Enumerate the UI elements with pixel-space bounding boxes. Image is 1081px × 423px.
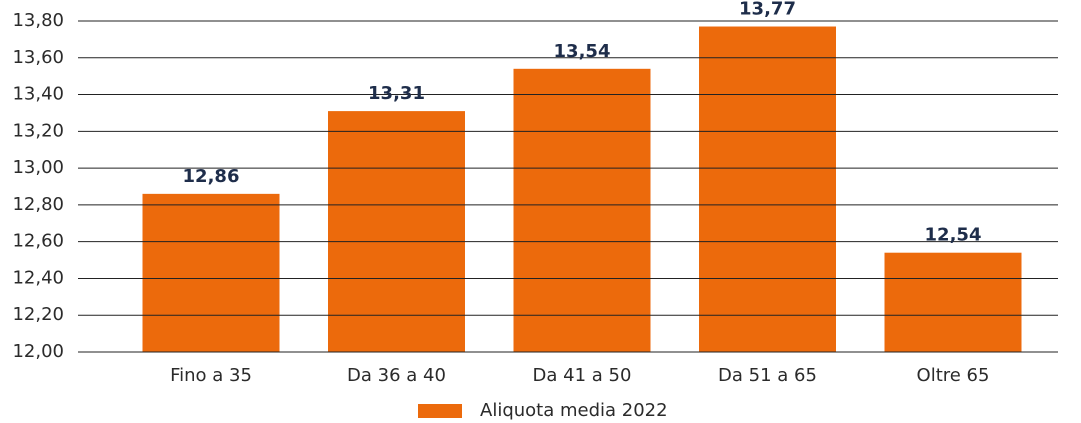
- x-tick-label: Fino a 35: [170, 365, 252, 386]
- value-label: 12,54: [925, 225, 982, 246]
- y-tick-label: 13,80: [12, 10, 64, 31]
- legend-swatch: [418, 404, 462, 418]
- y-tick-label: 13,40: [12, 84, 64, 105]
- y-tick-label: 13,20: [12, 120, 64, 141]
- x-tick-label: Da 36 a 40: [347, 365, 446, 386]
- bar: [884, 252, 1022, 352]
- y-tick-label: 12,60: [12, 231, 64, 252]
- y-tick-label: 12,40: [12, 267, 64, 288]
- value-label: 13,31: [368, 83, 425, 104]
- legend-label: Aliquota media 2022: [480, 400, 668, 421]
- value-label: 13,77: [739, 0, 796, 20]
- x-tick-label: Da 41 a 50: [533, 365, 632, 386]
- value-label: 12,86: [183, 166, 240, 187]
- bar: [328, 111, 465, 352]
- x-tick-label: Da 51 a 65: [718, 365, 817, 386]
- y-tick-label: 12,20: [12, 304, 64, 325]
- bar: [699, 26, 836, 353]
- bar: [513, 68, 651, 353]
- y-tick-label: 13,00: [12, 157, 64, 178]
- bar: [142, 193, 280, 352]
- value-label: 13,54: [554, 41, 611, 62]
- y-tick-label: 12,00: [12, 341, 64, 362]
- y-tick-label: 12,80: [12, 194, 64, 215]
- x-tick-label: Oltre 65: [917, 365, 990, 386]
- y-tick-label: 13,60: [12, 47, 64, 68]
